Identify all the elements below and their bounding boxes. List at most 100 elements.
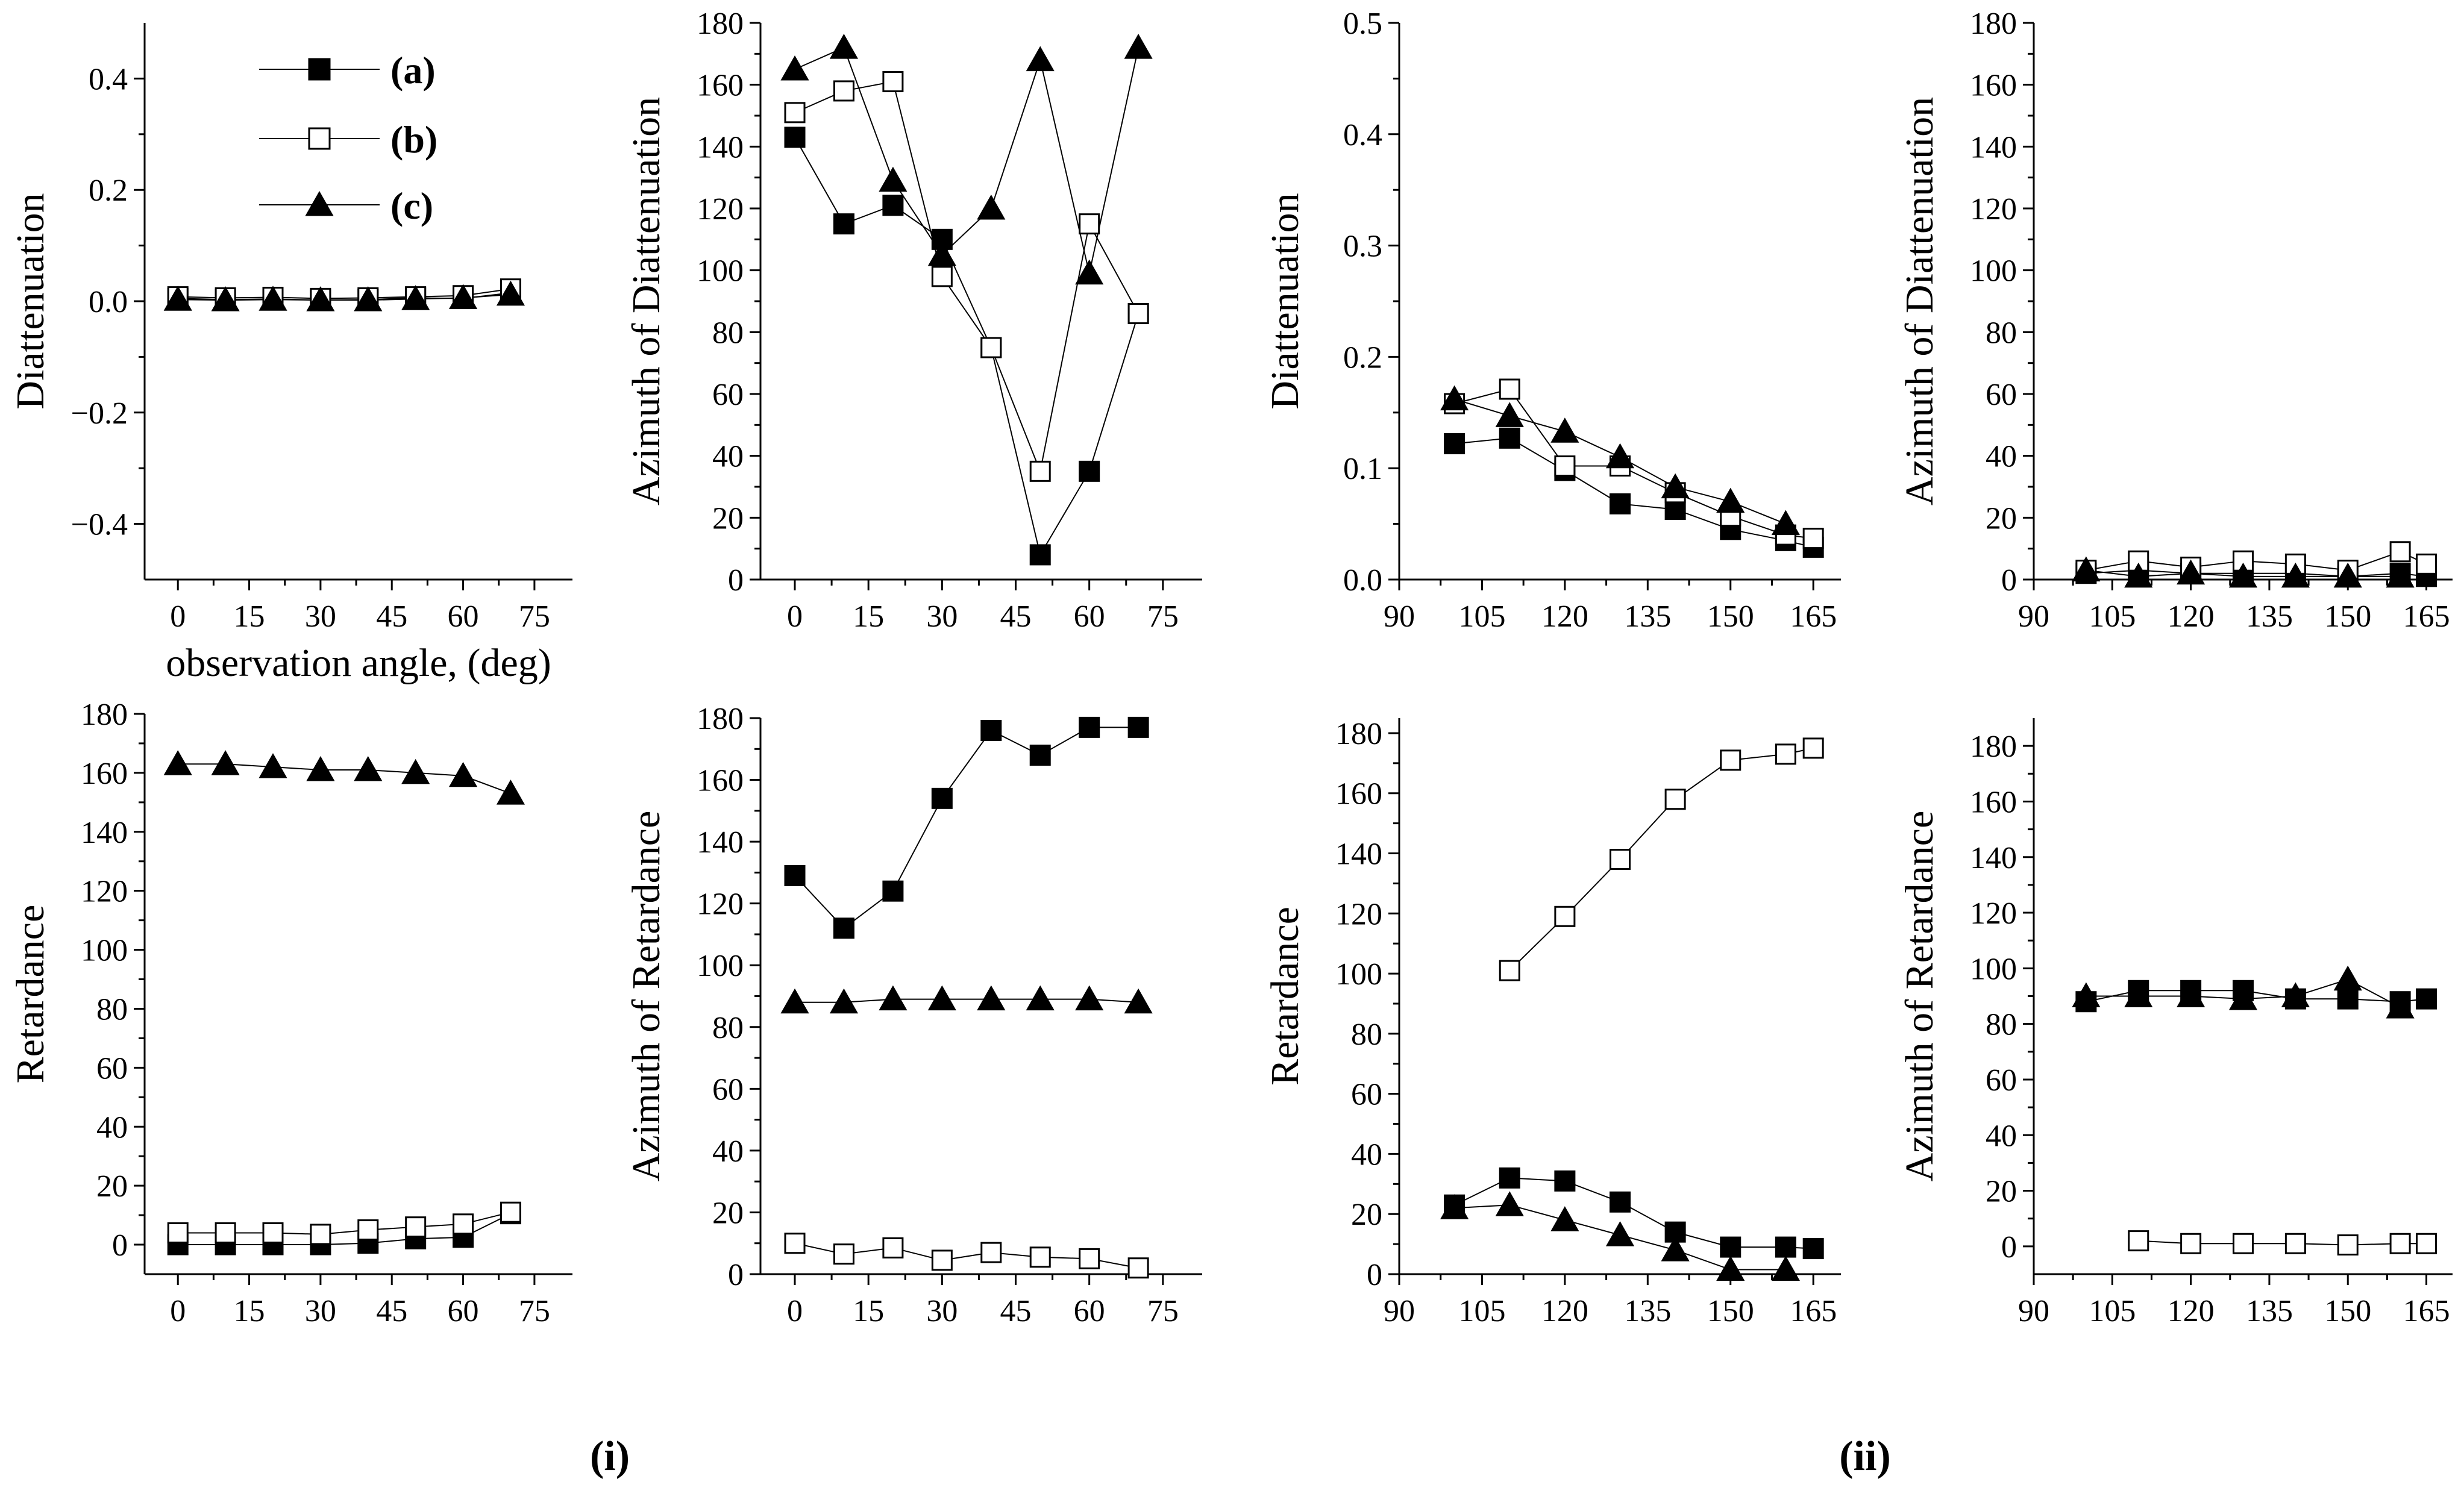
panel-4-y-tick-label: 180 bbox=[1970, 7, 2017, 41]
panel-2-y-tick-label: 160 bbox=[697, 69, 744, 103]
panel-5-series-b-point bbox=[453, 1213, 474, 1235]
panel-8-y-tick-label: 0 bbox=[2001, 1230, 2017, 1265]
panel-2-series-c-point bbox=[977, 194, 1006, 220]
panel-3-y-label: Diattenuation bbox=[1263, 193, 1307, 409]
panel-1-y-tick-label: 0.4 bbox=[89, 62, 128, 96]
panel-6-y-tick-label: 160 bbox=[697, 764, 744, 798]
panel-8-y-tick-label: 180 bbox=[1970, 730, 2017, 764]
panel-7-y-tick-label: 20 bbox=[1351, 1198, 1382, 1232]
panel-7-y-tick-label: 0 bbox=[1367, 1258, 1382, 1292]
panel-6-series-a-point bbox=[931, 787, 953, 809]
panel-7-series-c-point bbox=[1771, 1255, 1800, 1281]
legend-marker-c bbox=[305, 190, 334, 216]
panel-8-series-c-point bbox=[2228, 985, 2258, 1010]
panel-8-series-a-point bbox=[2337, 988, 2359, 1010]
panel-8-y-tick-label: 140 bbox=[1970, 841, 2017, 875]
panel-6-series-a-point bbox=[1127, 716, 1149, 738]
panel-4-series-c-point bbox=[2072, 556, 2101, 582]
panel-2-series-b-point bbox=[980, 337, 1002, 358]
panel-8-x-tick-label: 120 bbox=[2168, 1294, 2215, 1328]
panel-7-series-a-point bbox=[1775, 1236, 1796, 1258]
panel-3-series-c-point bbox=[1605, 443, 1635, 469]
panel-6-y-tick-label: 60 bbox=[712, 1072, 744, 1107]
panel-3-x-tick-label: 120 bbox=[1541, 599, 1588, 634]
panel-5-x-tick-label: 60 bbox=[448, 1294, 479, 1328]
panel-2-x-tick-label: 15 bbox=[853, 599, 884, 634]
panel-2-x-tick-label: 75 bbox=[1147, 599, 1179, 634]
panel-2-series-a-point bbox=[1029, 544, 1051, 566]
panel-3-x-tick-label: 135 bbox=[1624, 599, 1671, 634]
panel-1-series-c-point bbox=[306, 286, 335, 311]
panel-4-y-tick-label: 100 bbox=[1970, 254, 2017, 289]
panel-7-x-tick-label: 135 bbox=[1624, 1294, 1671, 1328]
panel-4-series-c-point bbox=[2386, 562, 2415, 588]
panel-7-x-tick-label: 120 bbox=[1541, 1294, 1588, 1328]
panel-8-x-tick-label: 105 bbox=[2089, 1294, 2136, 1328]
panel-7-series-b-line bbox=[1509, 747, 1814, 971]
panel-4-x-tick-label: 120 bbox=[2168, 599, 2215, 634]
panel-2-series-c-point bbox=[927, 240, 956, 266]
legend-label-a: (a) bbox=[390, 49, 436, 92]
panel-5-y-tick-label: 20 bbox=[96, 1169, 128, 1204]
panel-5-series-c-point bbox=[306, 755, 335, 781]
panel-6-series-b-point bbox=[784, 1233, 806, 1254]
panel-7-series-b-point bbox=[1664, 789, 1686, 810]
panel-1-x-tick-label: 60 bbox=[448, 599, 479, 634]
panel-6-series-c-point bbox=[1075, 985, 1104, 1011]
panel-2-series-b-point bbox=[833, 80, 854, 102]
panel-7-series-b-point bbox=[1610, 848, 1631, 870]
panel-7-series-b-point bbox=[1499, 960, 1520, 981]
panel-5-series-b-point bbox=[167, 1222, 189, 1243]
panel-6-series-a-point bbox=[784, 865, 806, 887]
panel-5-y-tick-label: 180 bbox=[81, 698, 128, 732]
panel-8-series-c-point bbox=[2333, 965, 2362, 991]
panel-7-y-tick-label: 100 bbox=[1335, 957, 1382, 992]
panel-3-y-tick-label: 0.5 bbox=[1343, 7, 1382, 41]
panel-2-x-tick-label: 30 bbox=[926, 599, 958, 634]
panel-5-series-c-point bbox=[496, 780, 525, 805]
panel-6-series-a-point bbox=[833, 918, 854, 939]
panel-4-y-tick-label: 140 bbox=[1970, 130, 2017, 164]
panel-3-series-c-point bbox=[1495, 402, 1524, 427]
panel-5-y-tick-label: 60 bbox=[96, 1051, 128, 1086]
panel-1-x-tick-label: 30 bbox=[305, 599, 336, 634]
panel-1-series-c-point bbox=[354, 286, 383, 311]
panel-8-series-b-point bbox=[2337, 1234, 2359, 1256]
panel-6-y-tick-label: 80 bbox=[712, 1011, 744, 1045]
panel-5-x-tick-label: 15 bbox=[234, 1294, 265, 1328]
panel-4-series-c-point bbox=[2124, 562, 2153, 588]
panel-2-series-b-point bbox=[931, 266, 953, 287]
panel-7-y-tick-label: 180 bbox=[1335, 717, 1382, 751]
panel-2-series-c-point bbox=[1075, 259, 1104, 285]
panel-2-series-c-line bbox=[794, 46, 1140, 274]
panel-8-y-tick-label: 40 bbox=[1986, 1119, 2017, 1153]
panel-7-series-b-point bbox=[1554, 905, 1576, 927]
panel-8: 0 20 40 60 80 100 120 140 160 180 90 105 120 135 150 16… bbox=[1898, 718, 2453, 1328]
panel-5-series-b-point bbox=[357, 1219, 379, 1241]
panel-1-y-label: Diattenuation bbox=[8, 193, 52, 409]
panel-6-y-tick-label: 180 bbox=[697, 702, 744, 736]
caption-ii: (ii) bbox=[1839, 1433, 1891, 1480]
panel-3-series-b-point bbox=[1554, 455, 1576, 477]
panel-6-series-a-point bbox=[1079, 716, 1100, 738]
legend-marker-b bbox=[308, 127, 331, 150]
chart-panels: −0.4 −0.2 0.0 0.2 0.4 0 15 30 45 60 75 Diattenuatio… bbox=[8, 7, 2453, 1328]
panel-8-series-b-point bbox=[2389, 1233, 2411, 1254]
panel-1: −0.4 −0.2 0.0 0.2 0.4 0 15 30 45 60 75 Diattenuatio… bbox=[8, 23, 572, 685]
panel-6-series-c-point bbox=[829, 988, 859, 1014]
panel-2-y-tick-label: 100 bbox=[697, 254, 744, 289]
panel-5-y-tick-label: 120 bbox=[81, 875, 128, 909]
panel-1-series-c-point bbox=[496, 280, 525, 306]
panel-5-series-b-point bbox=[262, 1222, 284, 1243]
panel-8-series-c-point bbox=[2072, 982, 2101, 1007]
panel-3-series-c-point bbox=[1661, 473, 1690, 499]
panel-6-x-tick-label: 15 bbox=[853, 1294, 884, 1328]
panel-4-series-b-point bbox=[2416, 553, 2437, 575]
panel-8-x-tick-label: 150 bbox=[2324, 1294, 2371, 1328]
panel-5-series-c-point bbox=[401, 758, 430, 784]
panel-5-series-c-point bbox=[354, 755, 383, 781]
panel-2-x-tick-label: 45 bbox=[1000, 599, 1032, 634]
panel-2-y-tick-label: 180 bbox=[697, 7, 744, 41]
panel-8-x-tick-label: 135 bbox=[2246, 1294, 2293, 1328]
